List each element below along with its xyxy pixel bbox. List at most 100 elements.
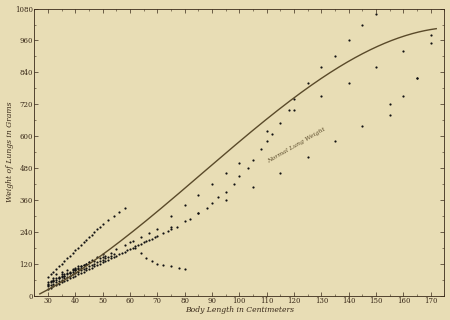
Point — [222, 189, 230, 195]
Point — [154, 261, 161, 266]
Point — [143, 239, 150, 244]
Point — [83, 265, 90, 270]
Point — [77, 243, 85, 248]
Point — [80, 269, 87, 274]
Point — [50, 278, 57, 284]
Point — [167, 213, 175, 219]
Point — [86, 260, 93, 265]
Point — [195, 211, 202, 216]
Point — [75, 267, 82, 272]
Point — [69, 267, 76, 272]
Point — [58, 280, 65, 285]
Point — [58, 273, 65, 278]
Point — [45, 286, 52, 292]
Point — [69, 268, 76, 273]
Point — [104, 257, 112, 262]
Point — [47, 285, 54, 290]
Point — [263, 139, 270, 144]
Point — [195, 192, 202, 197]
Point — [181, 267, 188, 272]
Point — [107, 256, 114, 261]
Point — [80, 240, 87, 245]
Point — [99, 254, 106, 260]
Point — [137, 241, 144, 246]
Point — [66, 276, 73, 281]
Point — [102, 253, 109, 258]
Point — [45, 280, 52, 285]
Point — [414, 75, 421, 80]
Point — [414, 75, 421, 80]
Point — [94, 262, 101, 268]
Point — [50, 278, 57, 284]
Point — [290, 107, 297, 112]
Point — [99, 221, 106, 227]
Point — [386, 112, 393, 117]
Point — [45, 281, 52, 286]
Point — [66, 269, 73, 274]
Point — [236, 173, 243, 179]
Point — [50, 281, 57, 286]
Point — [69, 251, 76, 256]
Point — [91, 259, 98, 264]
Point — [118, 251, 126, 256]
Point — [75, 264, 82, 269]
Point — [83, 237, 90, 242]
Point — [66, 270, 73, 276]
Point — [195, 211, 202, 216]
Point — [88, 257, 95, 262]
Point — [88, 232, 95, 237]
Point — [75, 269, 82, 274]
Point — [359, 22, 366, 27]
Point — [107, 253, 114, 258]
Point — [208, 200, 216, 205]
Point — [99, 260, 106, 265]
Point — [86, 260, 93, 265]
Point — [55, 278, 63, 284]
Point — [318, 65, 325, 70]
Point — [58, 261, 65, 266]
Point — [94, 254, 101, 260]
Point — [63, 277, 71, 282]
Point — [121, 205, 128, 211]
Point — [214, 195, 221, 200]
Point — [121, 249, 128, 254]
Point — [222, 197, 230, 203]
Point — [258, 147, 265, 152]
Point — [110, 252, 117, 257]
Point — [222, 171, 230, 176]
Point — [137, 235, 144, 240]
Point — [135, 243, 142, 248]
Point — [47, 283, 54, 288]
Point — [165, 228, 172, 233]
Point — [181, 203, 188, 208]
Point — [132, 245, 139, 250]
Point — [61, 259, 68, 264]
Point — [53, 277, 60, 282]
Point — [55, 276, 63, 281]
Point — [63, 270, 71, 276]
Point — [72, 265, 79, 270]
Point — [104, 217, 112, 222]
Point — [77, 268, 85, 273]
Point — [116, 252, 123, 257]
Point — [386, 102, 393, 107]
Point — [61, 272, 68, 277]
Point — [50, 269, 57, 274]
Point — [47, 278, 54, 284]
Point — [263, 128, 270, 133]
Point — [110, 254, 117, 260]
Point — [159, 262, 166, 268]
Point — [80, 267, 87, 272]
Point — [58, 272, 65, 277]
Point — [124, 248, 131, 253]
Point — [148, 236, 156, 241]
Point — [203, 205, 210, 211]
Point — [249, 157, 256, 163]
X-axis label: Body Length in Centimeters: Body Length in Centimeters — [185, 307, 294, 315]
Point — [332, 54, 339, 59]
Point — [55, 276, 63, 281]
Point — [47, 280, 54, 285]
Point — [72, 248, 79, 253]
Point — [148, 259, 156, 264]
Point — [86, 235, 93, 240]
